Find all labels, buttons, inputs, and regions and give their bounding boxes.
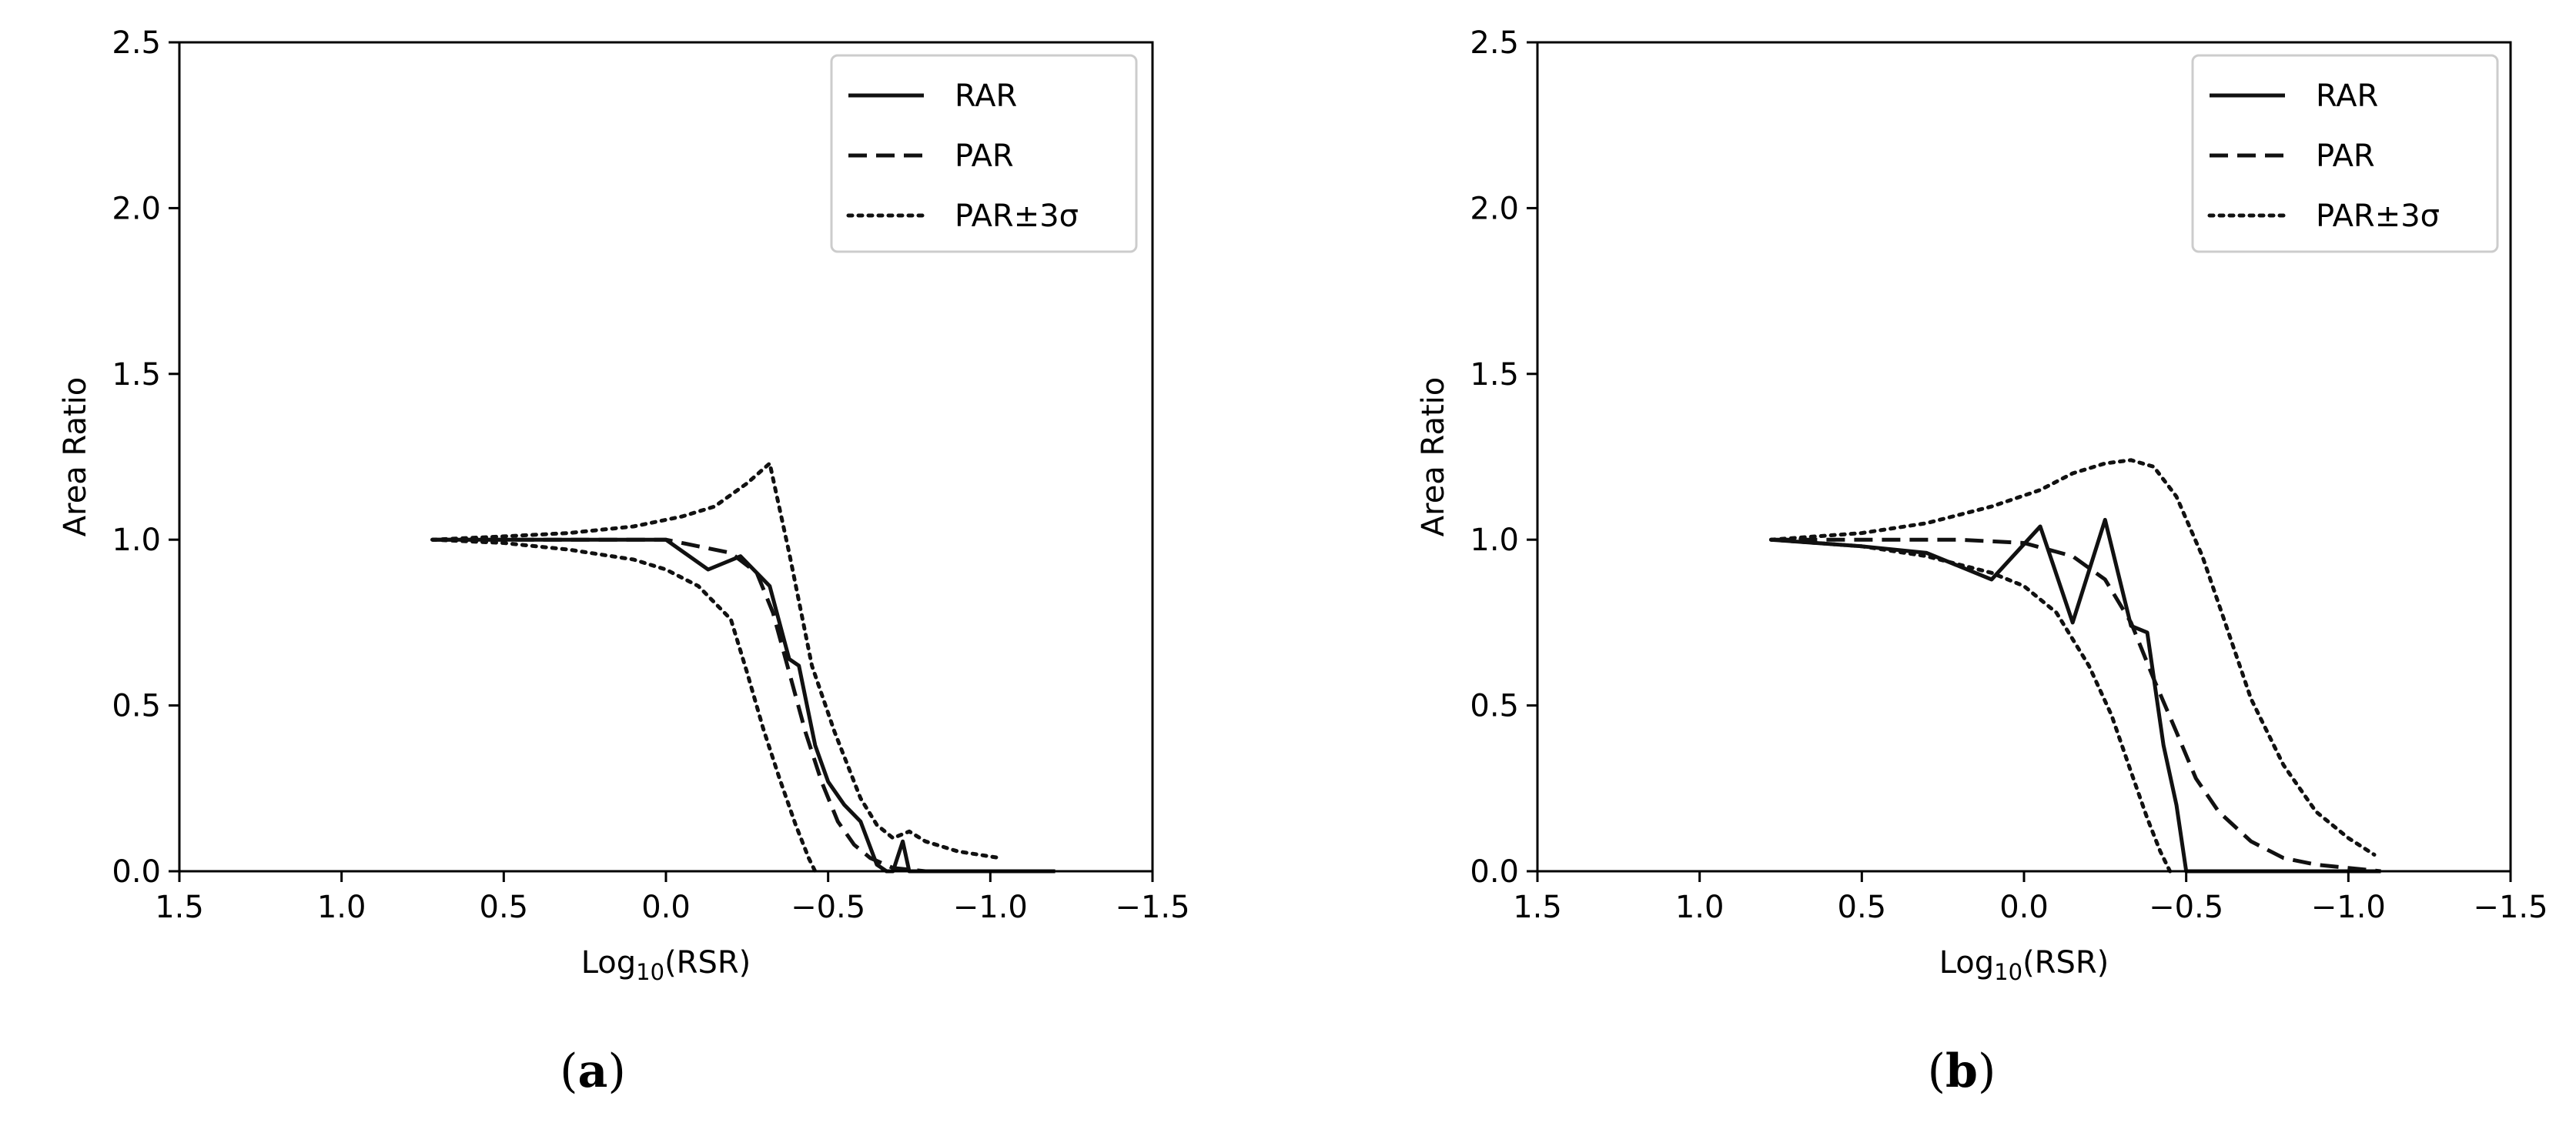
y-tick-label: 2.0 <box>1470 191 1519 226</box>
y-tick-label: 1.0 <box>1470 523 1519 558</box>
series-line-solid-0 <box>432 537 1055 874</box>
legend-entry-label: PAR±3σ <box>2316 199 2440 234</box>
legend: RAR PAR PAR±3σ <box>2191 54 2499 253</box>
legend-entry-label: RAR <box>2316 79 2378 114</box>
series-line-dotted-3 <box>1768 537 2173 874</box>
legend-entry-label: RAR <box>955 79 1017 114</box>
legend-box <box>830 54 1138 253</box>
y-tick-label: 1.5 <box>1470 357 1519 393</box>
x-tick-label: 0.0 <box>641 890 691 925</box>
y-tick-label: 1.5 <box>112 357 161 393</box>
y-tick-label: 1.0 <box>112 523 161 558</box>
x-tick-label: 1.5 <box>1513 890 1562 925</box>
series-line-dotted-3 <box>430 537 818 874</box>
legend-box <box>2191 54 2499 253</box>
x-tick-label: −0.5 <box>2149 890 2223 925</box>
x-tick-label: 1.5 <box>155 890 204 925</box>
x-axis-label: Log10(RSR) <box>581 945 751 985</box>
series-line-solid-0 <box>1771 517 2381 874</box>
x-tick-label: −0.5 <box>791 890 865 925</box>
x-tick-label: −1.5 <box>2473 890 2548 925</box>
x-tick-label: 0.0 <box>1999 890 2049 925</box>
x-tick-label: −1.0 <box>953 890 1028 925</box>
x-tick-label: 0.5 <box>1838 890 1887 925</box>
y-tick-label: 0.0 <box>1470 854 1519 890</box>
series-line-dashed-1 <box>1771 537 2381 874</box>
panel-label: (b) <box>1928 1044 1996 1098</box>
x-axis-label: Log10(RSR) <box>1939 945 2109 985</box>
y-tick-label: 0.5 <box>112 689 161 724</box>
series-line-dashed-1 <box>432 537 1055 874</box>
y-tick-label: 0.0 <box>112 854 161 890</box>
legend: RAR PAR PAR±3σ <box>830 54 1138 253</box>
y-axis-label: Area Ratio <box>1416 377 1451 536</box>
panel-label: (a) <box>560 1044 626 1098</box>
series-line-dotted-2 <box>430 461 1002 860</box>
y-tick-label: 2.0 <box>112 191 161 226</box>
y-tick-label: 2.5 <box>1470 25 1519 61</box>
y-tick-label: 2.5 <box>112 25 161 61</box>
x-tick-label: −1.0 <box>2311 890 2386 925</box>
x-tick-label: 1.0 <box>1675 890 1725 925</box>
x-tick-label: 1.0 <box>317 890 366 925</box>
y-tick-label: 0.5 <box>1470 689 1519 724</box>
chart-panel-a: 1.5 1.0 0.5 0.0 −0.5 −1.0 −1.5 0.0 0.5 1.0 1.5 2.0 2… <box>58 25 1190 1098</box>
y-axis-label: Area Ratio <box>58 377 93 536</box>
legend-entry-label: PAR <box>2316 139 2375 174</box>
series-line-dotted-2 <box>1768 458 2377 857</box>
legend-entry-label: PAR±3σ <box>955 199 1079 234</box>
x-tick-label: −1.5 <box>1115 890 1189 925</box>
chart-panel-b: 1.5 1.0 0.5 0.0 −0.5 −1.0 −1.5 0.0 0.5 1.0 1.5 2.0 2… <box>1416 25 2548 1098</box>
legend-entry-label: PAR <box>955 139 1014 174</box>
x-tick-label: 0.5 <box>480 890 529 925</box>
